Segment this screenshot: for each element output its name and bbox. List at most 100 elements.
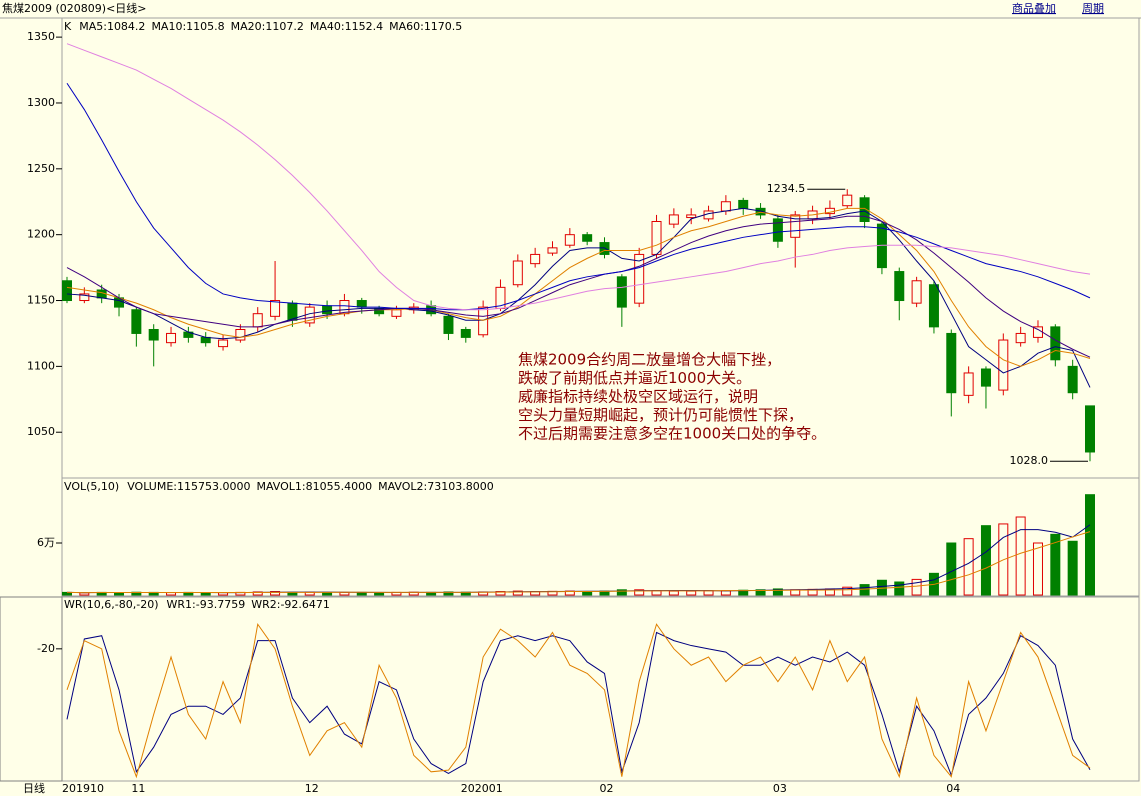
series-line xyxy=(66,215,1091,358)
volume-bar xyxy=(946,542,957,596)
series-line xyxy=(66,531,1091,594)
candle-body xyxy=(582,234,593,242)
header-title: 焦煤2009 (020809)<日线> xyxy=(2,1,147,15)
candle-body xyxy=(963,372,974,396)
candle-body xyxy=(634,253,645,304)
volume-bar xyxy=(686,590,697,596)
candle-body xyxy=(946,332,957,394)
volume-bar xyxy=(200,592,211,596)
y-tick-label: 6万 xyxy=(37,536,55,549)
candle-body xyxy=(998,339,1009,391)
candle-body xyxy=(738,199,749,209)
y-tick-label: 1050 xyxy=(27,425,55,438)
candle-body xyxy=(478,306,489,336)
x-axis-label: 日线 xyxy=(23,781,45,795)
candle-body xyxy=(391,309,402,317)
candle-body xyxy=(928,284,939,328)
legend-title: VOL(5,10) xyxy=(64,480,119,493)
candle-body xyxy=(564,234,575,246)
candle-body xyxy=(720,201,731,212)
volume-bar xyxy=(322,592,333,596)
volume-bar xyxy=(616,589,627,596)
candle-body xyxy=(599,242,610,255)
candle-body xyxy=(1067,365,1078,394)
y-tick-label: 1150 xyxy=(27,294,55,307)
candle-body xyxy=(443,315,454,334)
annotation: 跌破了前期低点并逼近1000大关。 xyxy=(518,369,751,387)
volume-bar xyxy=(755,589,766,596)
candle-body xyxy=(1015,332,1026,344)
y-tick-label: 1200 xyxy=(27,228,55,241)
candle-body xyxy=(772,218,783,242)
volume-bar xyxy=(894,581,905,596)
extreme-label: 1234.5 xyxy=(767,182,806,195)
period-link[interactable]: 周期 xyxy=(1082,2,1104,15)
candle-body xyxy=(790,214,801,238)
volume-bar xyxy=(842,586,853,596)
candle-body xyxy=(894,271,905,302)
series-line xyxy=(66,43,1091,311)
x-tick-label: 201910 xyxy=(62,782,104,795)
candle-body xyxy=(460,328,471,338)
volume-frame xyxy=(61,477,1140,597)
candle-body xyxy=(148,328,159,341)
x-tick-label: 03 xyxy=(773,782,787,795)
candle-body xyxy=(1050,326,1061,361)
volume-bar xyxy=(1085,494,1095,596)
annotation: 空头力量短期崛起，预计仍可能惯性下探， xyxy=(518,406,803,424)
legend-entry: MA40:1152.4 xyxy=(310,20,383,33)
extreme-label: 1028.0 xyxy=(1010,454,1049,467)
annotation: 焦煤2009合约周二放量增仓大幅下挫， xyxy=(518,351,781,369)
volume-bar xyxy=(963,538,974,596)
candle-body xyxy=(200,336,211,344)
candle-body xyxy=(911,280,922,304)
volume-bar xyxy=(582,591,593,596)
legend-entry: MA20:1107.2 xyxy=(231,20,304,33)
candle-body xyxy=(686,214,697,219)
volume-bar xyxy=(772,588,783,596)
volume-bar xyxy=(270,591,281,596)
legend-entry: MA5:1084.2 xyxy=(79,20,145,33)
y-tick-label: 1100 xyxy=(27,359,55,372)
volume-bar xyxy=(634,589,645,596)
candle-body xyxy=(842,194,853,207)
series-line xyxy=(66,631,1091,777)
legend-entry: MAVOL2:73103.8000 xyxy=(378,480,494,493)
legend-entry: WR2:-92.6471 xyxy=(251,598,330,611)
candle-body xyxy=(270,300,281,317)
volume-bar xyxy=(1032,542,1043,596)
candle-body xyxy=(218,339,229,348)
legend-entry: VOLUME:115753.0000 xyxy=(127,480,250,493)
series-line xyxy=(66,622,1091,779)
series-line xyxy=(66,207,1091,367)
series-line xyxy=(66,207,1091,388)
legend-entry: MAVOL1:81055.4000 xyxy=(256,480,372,493)
candle-body xyxy=(859,197,870,223)
candle-body xyxy=(980,368,991,387)
candle-body xyxy=(668,214,679,225)
volume-bar xyxy=(668,590,679,596)
candle-body xyxy=(131,309,142,334)
candle-body xyxy=(755,207,766,216)
annotation: 不过后期需要注意多空在1000关口处的争夺。 xyxy=(518,425,826,443)
candle-body xyxy=(530,253,541,265)
legend-title: K xyxy=(64,20,72,33)
candle-body xyxy=(235,328,246,341)
candle-body xyxy=(512,260,523,286)
x-tick-label: 202001 xyxy=(461,782,503,795)
candle-body xyxy=(547,247,558,254)
annotation: 威廉指标持续处极空区域运行，说明 xyxy=(518,388,758,406)
y-tick-label: 1250 xyxy=(27,162,55,175)
volume-bar xyxy=(1050,533,1061,596)
candle-body xyxy=(1085,405,1095,453)
volume-bar xyxy=(512,590,523,596)
volume-bar xyxy=(980,525,991,596)
candle-body xyxy=(356,300,367,308)
legend-entry: WR1:-93.7759 xyxy=(167,598,246,611)
candle-body xyxy=(166,332,177,344)
candle-body xyxy=(322,305,333,315)
overlay-link[interactable]: 商品叠加 xyxy=(1012,1,1056,15)
volume-bar xyxy=(1015,516,1026,596)
x-tick-label: 11 xyxy=(131,782,145,795)
legend-title: WR(10,6,-80,-20) xyxy=(64,598,159,611)
